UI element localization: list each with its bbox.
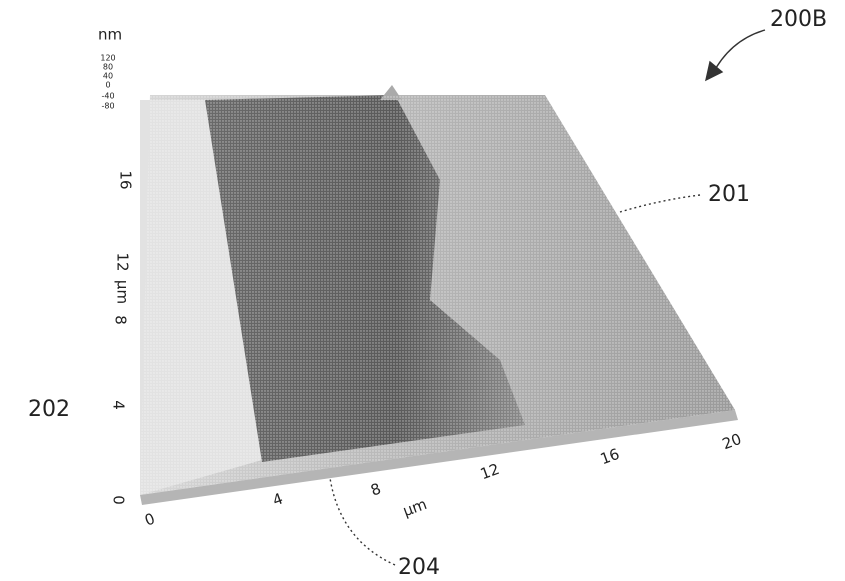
tick-label: -80 xyxy=(101,102,114,111)
tick-label: 0 xyxy=(105,81,110,90)
callout: 204 xyxy=(398,555,440,580)
leader-204 xyxy=(330,478,395,565)
tick-label: 12 xyxy=(114,252,132,271)
arrow-head xyxy=(706,62,722,80)
leader-201 xyxy=(620,195,700,212)
callout: 202 xyxy=(28,397,70,422)
z-unit: nm xyxy=(98,26,122,44)
tick-label: 0 xyxy=(110,495,128,505)
tick-label: 20 xyxy=(720,430,744,453)
tick-label: -40 xyxy=(101,92,114,101)
tick-label: 80 xyxy=(103,63,113,72)
tick-label: 120 xyxy=(100,54,115,63)
tick-label: 12 xyxy=(478,460,502,483)
arrow-200b xyxy=(712,30,765,75)
tick-label: 16 xyxy=(598,445,622,468)
surface xyxy=(140,85,738,505)
y-unit: µm xyxy=(114,280,132,304)
x-unit: µm xyxy=(400,495,429,520)
dither xyxy=(140,95,735,495)
y-ticks: 0 4 8 12 16 xyxy=(110,170,135,504)
tick-label: 4 xyxy=(270,489,285,509)
tick-label: 0 xyxy=(142,509,157,529)
afm-figure: 200B 201 202 204 nm 12080400-40-80 µm 04… xyxy=(0,0,845,581)
reference-label: 200B xyxy=(770,7,827,32)
callout: 201 xyxy=(708,182,750,207)
tick-label: 8 xyxy=(368,479,383,499)
tick-label: 8 xyxy=(112,315,130,325)
tick-label: 16 xyxy=(117,170,135,189)
tick-label: 4 xyxy=(110,400,128,410)
tick-label: 40 xyxy=(103,72,113,81)
